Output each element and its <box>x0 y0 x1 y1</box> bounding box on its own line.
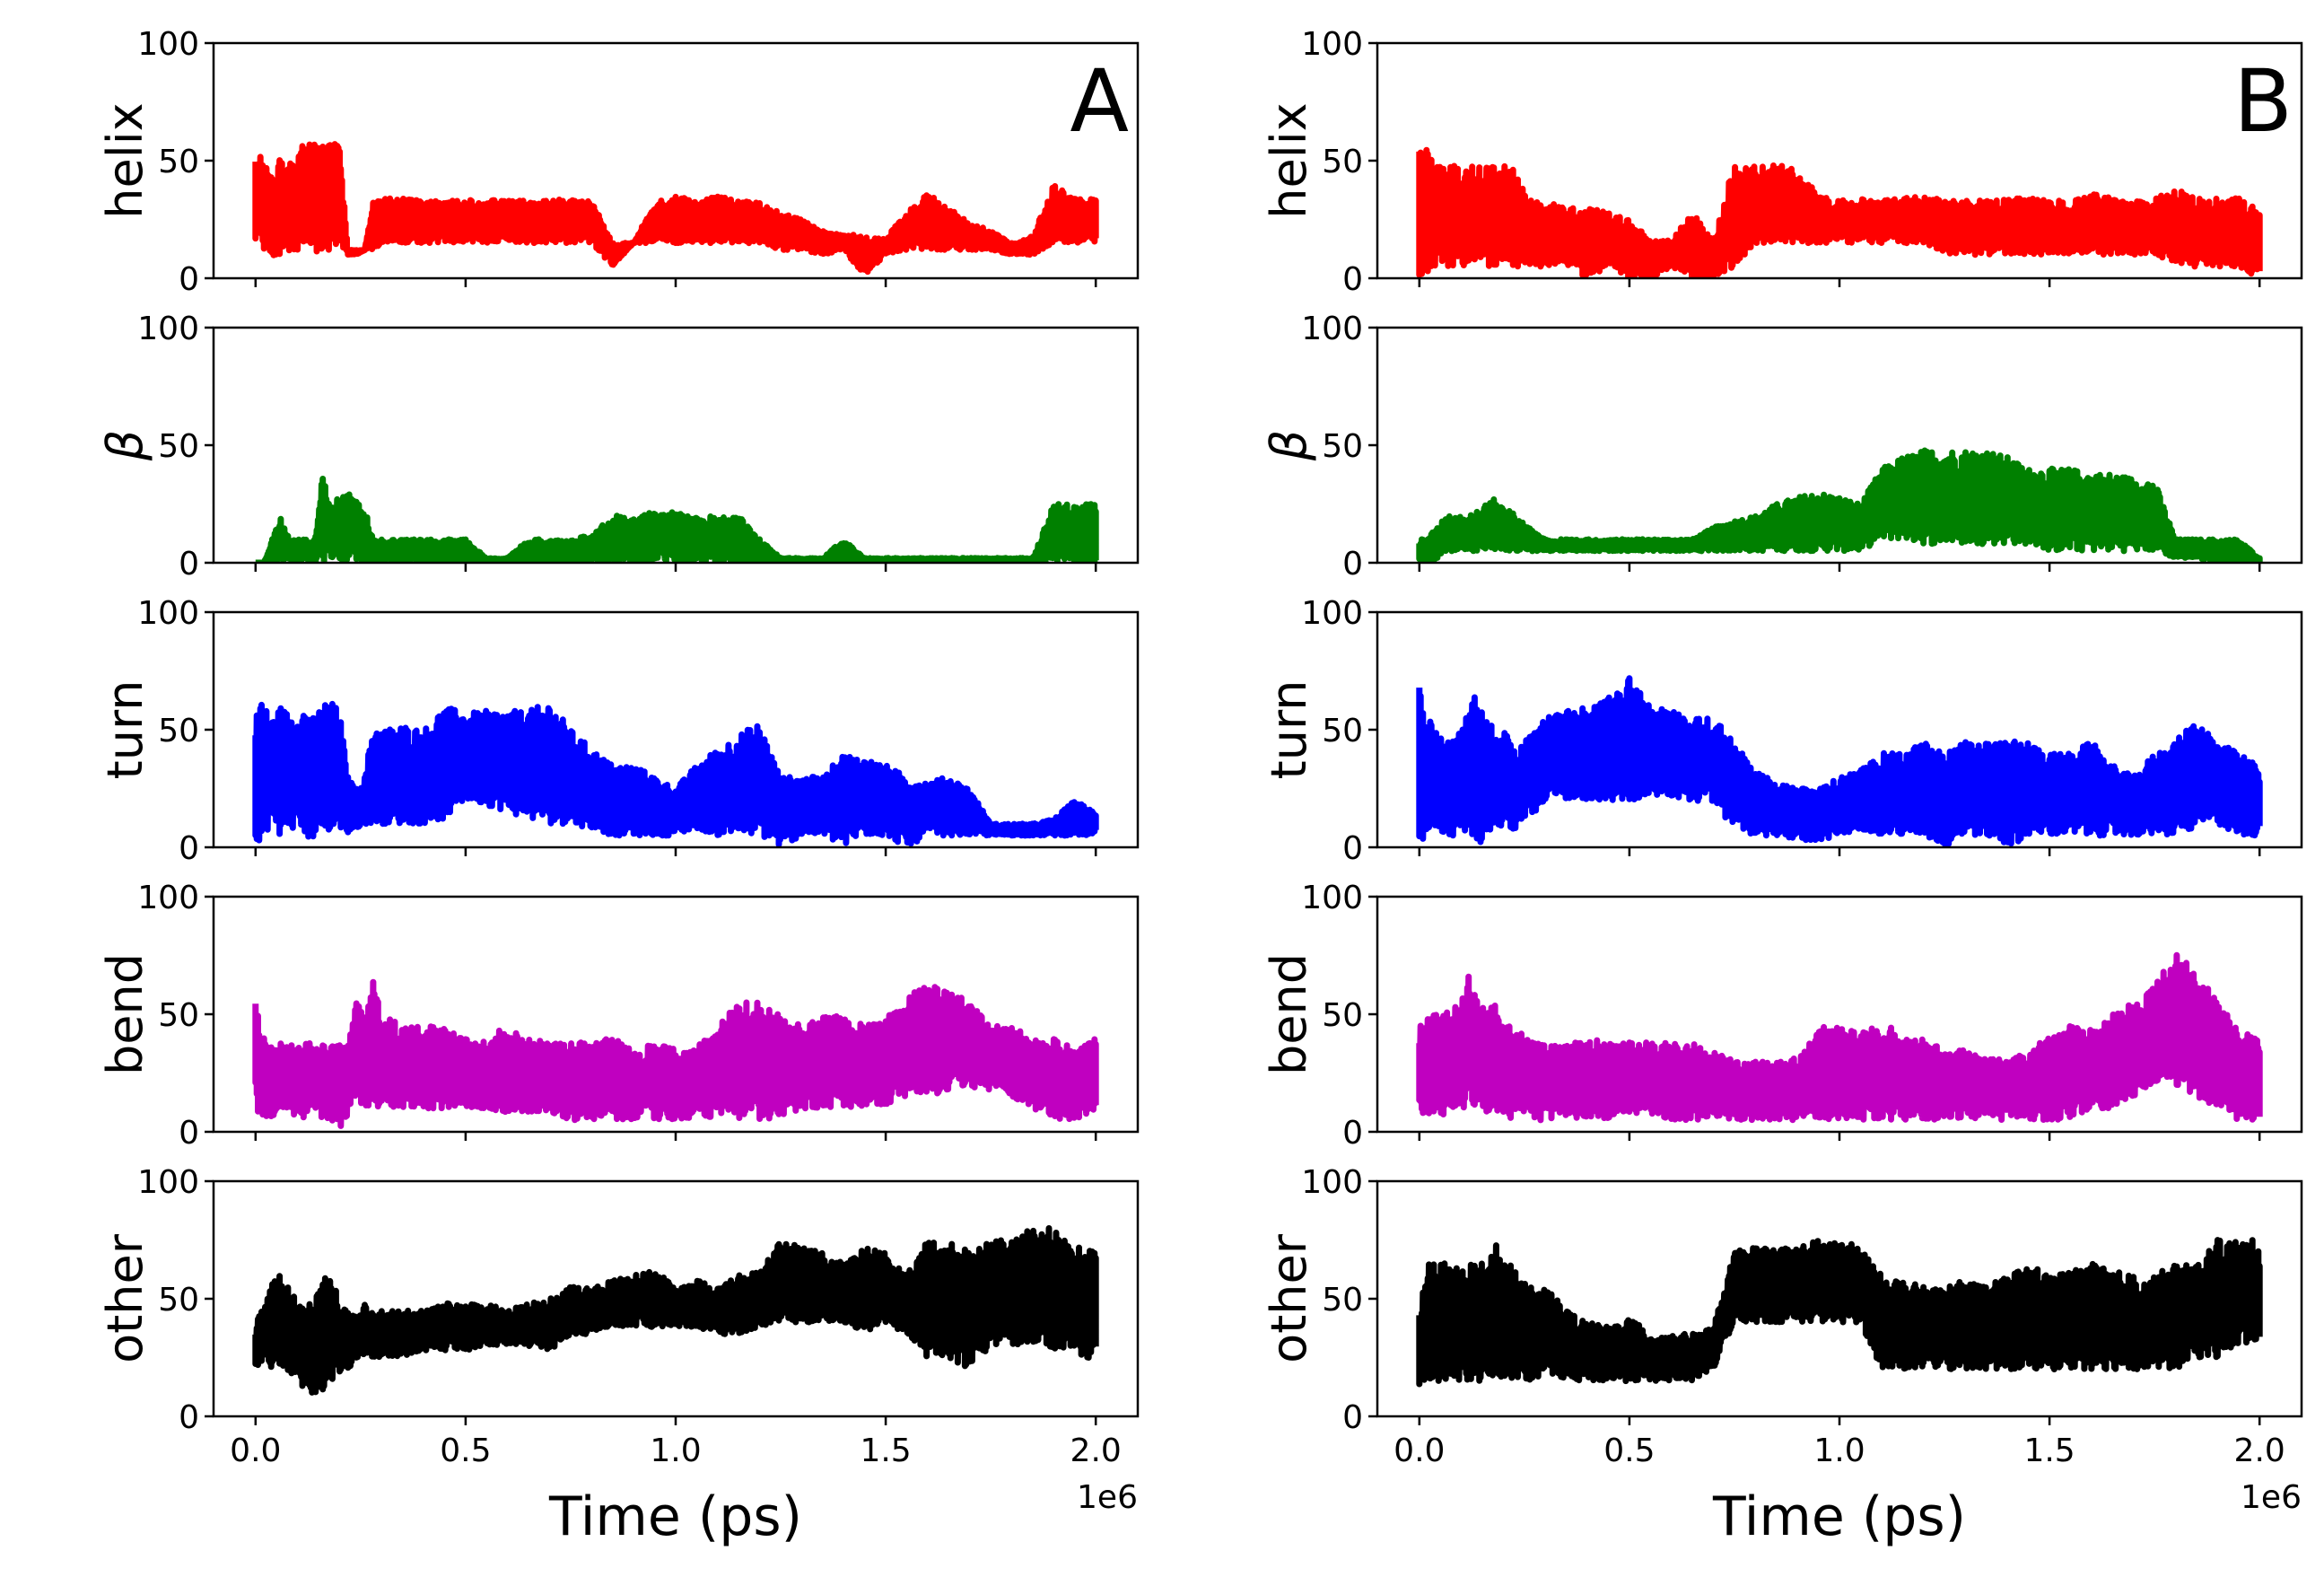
y-tick-label: 0 <box>179 1115 199 1152</box>
y-tick-label: 100 <box>1301 595 1363 632</box>
y-tick-label: 0 <box>1342 1115 1363 1152</box>
series-line <box>1416 146 2263 278</box>
series-line <box>252 141 1099 276</box>
x-offset-label: 1e6 <box>1077 1479 1138 1516</box>
y-tick-label: 50 <box>1322 1282 1363 1319</box>
panel-B-1: 0 50 100 β <box>1261 311 2303 583</box>
x-tick-label: 1.5 <box>860 1432 911 1469</box>
series-line <box>1416 951 2263 1124</box>
y-axis-label: other <box>97 1233 153 1363</box>
y-tick-label: 50 <box>158 997 199 1034</box>
panel-A-4: 0 50 100 0.0 0.5 1.0 1.5 2.0 other Time (ps) 1e6 <box>97 1164 1140 1548</box>
series-line <box>253 476 1099 563</box>
y-tick-label: 0 <box>179 261 199 298</box>
y-tick-label: 100 <box>1301 880 1363 916</box>
panel-A-3: 0 50 100 bend <box>97 880 1140 1152</box>
x-tick-label: 1.5 <box>2023 1432 2075 1469</box>
y-axis-label: bend <box>97 953 153 1075</box>
x-tick-label: 2.0 <box>1070 1432 1122 1469</box>
x-axis-label: Time (ps) <box>548 1485 802 1548</box>
y-tick-label: 50 <box>158 428 199 465</box>
y-tick-label: 50 <box>158 144 199 180</box>
y-tick-label: 0 <box>179 546 199 583</box>
y-tick-label: 100 <box>137 880 199 916</box>
y-tick-label: 100 <box>137 595 199 632</box>
series-line <box>252 700 1099 847</box>
y-tick-label: 100 <box>1301 26 1363 63</box>
y-tick-label: 50 <box>1322 428 1363 465</box>
x-tick-label: 0.5 <box>1603 1432 1655 1469</box>
panel-B-4: 0 50 100 0.0 0.5 1.0 1.5 2.0 other Time (ps) 1e6 <box>1261 1164 2303 1548</box>
series-line <box>1416 447 2263 563</box>
series-line <box>252 1225 1099 1396</box>
y-tick-label: 50 <box>158 713 199 749</box>
panel-letter: A <box>1070 51 1129 152</box>
y-axis-label: helix <box>1261 102 1317 218</box>
y-tick-label: 50 <box>1322 713 1363 749</box>
panel-A-0: 0 50 100 helix A <box>97 26 1140 298</box>
y-tick-label: 100 <box>137 26 199 63</box>
x-tick-label: 1.0 <box>650 1432 701 1469</box>
y-tick-label: 50 <box>1322 997 1363 1034</box>
series-line <box>1416 1237 2263 1388</box>
y-tick-label: 100 <box>1301 1164 1363 1201</box>
panel-B-0: 0 50 100 helix B <box>1261 26 2303 298</box>
y-axis-label: bend <box>1261 953 1317 1075</box>
y-tick-label: 0 <box>1342 1399 1363 1436</box>
y-tick-label: 0 <box>1342 546 1363 583</box>
y-axis-label: helix <box>97 102 153 218</box>
x-tick-label: 0.5 <box>440 1432 491 1469</box>
y-axis-label: turn <box>1261 680 1317 780</box>
x-tick-label: 1.0 <box>1813 1432 1865 1469</box>
panel-B-3: 0 50 100 bend <box>1261 880 2303 1152</box>
panel-B-2: 0 50 100 turn <box>1261 595 2303 867</box>
y-axis-label: turn <box>97 680 153 780</box>
x-axis-label: Time (ps) <box>1712 1485 1966 1548</box>
y-tick-label: 0 <box>1342 830 1363 867</box>
y-tick-label: 0 <box>179 830 199 867</box>
y-tick-label: 50 <box>1322 144 1363 180</box>
x-offset-label: 1e6 <box>2241 1479 2302 1516</box>
y-axis-label: β <box>97 430 153 461</box>
y-tick-label: 50 <box>158 1282 199 1319</box>
series-line <box>1416 675 2263 847</box>
y-tick-label: 0 <box>1342 261 1363 298</box>
panel-A-2: 0 50 100 turn <box>97 595 1140 867</box>
y-axis-label: other <box>1261 1233 1317 1363</box>
x-tick-label: 0.0 <box>1394 1432 1445 1469</box>
panel-A-1: 0 50 100 β <box>97 311 1140 583</box>
y-tick-label: 100 <box>1301 311 1363 347</box>
series-line <box>252 978 1099 1129</box>
y-tick-label: 100 <box>137 1164 199 1201</box>
y-tick-label: 0 <box>179 1399 199 1436</box>
x-tick-label: 2.0 <box>2234 1432 2285 1469</box>
y-tick-label: 100 <box>137 311 199 347</box>
x-tick-label: 0.0 <box>230 1432 281 1469</box>
y-axis-label: β <box>1261 430 1317 461</box>
panel-letter: B <box>2233 51 2293 152</box>
